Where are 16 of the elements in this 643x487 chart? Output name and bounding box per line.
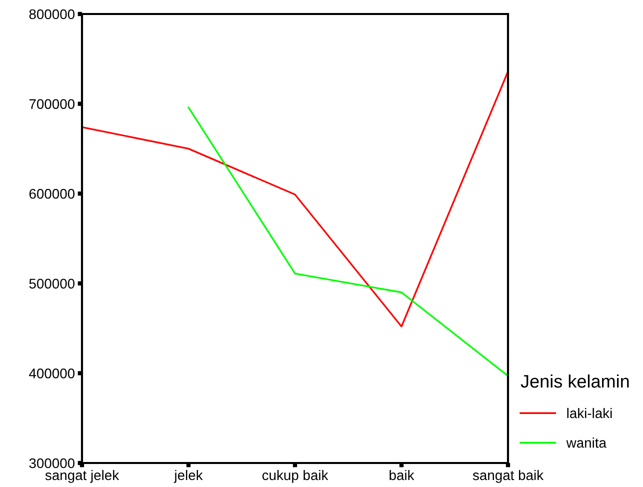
y-tick-label: 400000 [29, 368, 75, 378]
y-tick-label: 500000 [29, 278, 75, 289]
x-tick-label: jelek [174, 470, 203, 483]
x-tick-label: sangat baik [472, 470, 544, 483]
x-tick-label: baik [390, 470, 414, 480]
y-tick-label: 300000 [29, 458, 75, 468]
y-tick-label: 700000 [29, 99, 75, 109]
y-tick-label: 600000 [29, 188, 75, 199]
line-series [82, 70, 508, 328]
legend-label: laki-laki [567, 408, 612, 418]
x-tick-label: sangat jelek [45, 470, 120, 483]
x-tick-label: cukup baik [262, 470, 328, 483]
legend-title: Jenis kelamin [520, 374, 629, 388]
line-series [188, 106, 508, 377]
y-tick-label: 800000 [29, 9, 75, 20]
legend-label: wanita [566, 438, 606, 448]
